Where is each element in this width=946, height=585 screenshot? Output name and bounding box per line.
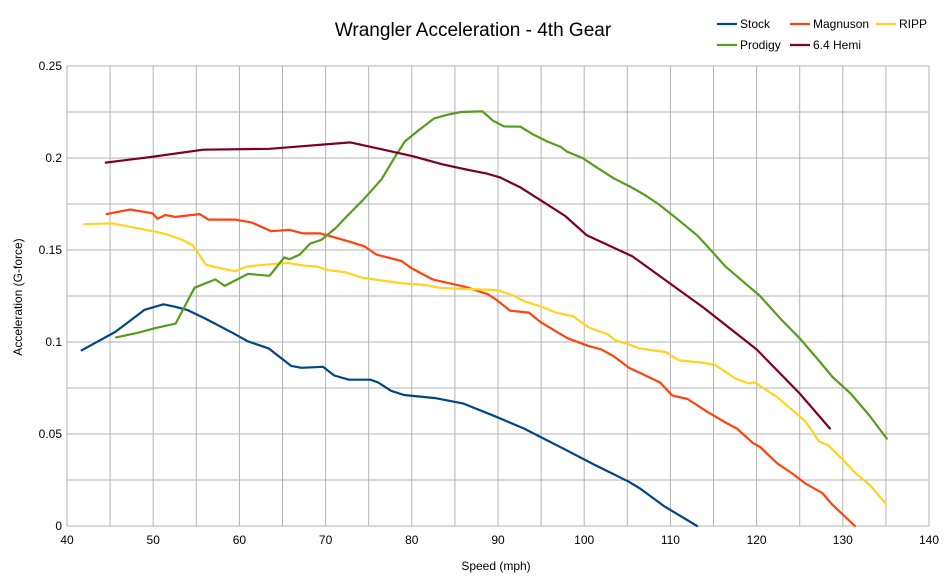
- legend: Stock Magnuson RIPP Prodigy 6.4 Hemi: [717, 17, 927, 52]
- series-line-6-4-hemi: [104, 141, 832, 430]
- series-line-magnuson: [105, 208, 857, 528]
- chart-title: Wrangler Acceleration - 4th Gear: [335, 20, 612, 41]
- y-tick-label: 0.25: [39, 59, 63, 73]
- x-tick-label: 140: [919, 533, 939, 547]
- grid: [66, 65, 930, 527]
- x-tick-label: 70: [319, 533, 333, 547]
- y-tick-label: 0.05: [39, 427, 63, 441]
- y-tick-label: 0.2: [45, 151, 62, 165]
- y-tick-label: 0: [55, 519, 62, 533]
- series-line-stock: [80, 303, 699, 528]
- legend-label-magnuson: Magnuson: [813, 17, 869, 31]
- x-axis-label: Speed (mph): [461, 559, 530, 573]
- x-tick-label: 90: [491, 533, 505, 547]
- y-axis-label: Acceleration (G-force): [11, 238, 25, 355]
- legend-label-stock: Stock: [740, 17, 771, 31]
- x-tick-label: 110: [661, 533, 680, 547]
- x-tick-label: 100: [574, 533, 594, 547]
- legend-label-6-4-hemi: 6.4 Hemi: [813, 38, 861, 52]
- x-tick-label: 80: [405, 533, 419, 547]
- series-lines: [80, 110, 888, 528]
- legend-label-prodigy: Prodigy: [740, 38, 781, 52]
- axes: 40 50 60 70 80 90 100 110 120 130 140 0 0.05 0.1 0.15 0…: [39, 59, 940, 547]
- series-line-ripp: [83, 222, 888, 505]
- legend-label-ripp: RIPP: [899, 17, 927, 31]
- x-tick-label: 130: [833, 533, 853, 547]
- x-tick-label: 50: [147, 533, 161, 547]
- x-tick-label: 60: [233, 533, 247, 547]
- x-tick-label: 40: [60, 533, 74, 547]
- y-tick-label: 0.1: [45, 335, 62, 349]
- y-tick-label: 0.15: [39, 243, 63, 257]
- series-line-prodigy: [114, 110, 888, 440]
- x-tick-label: 120: [747, 533, 767, 547]
- plot-border: [66, 65, 930, 527]
